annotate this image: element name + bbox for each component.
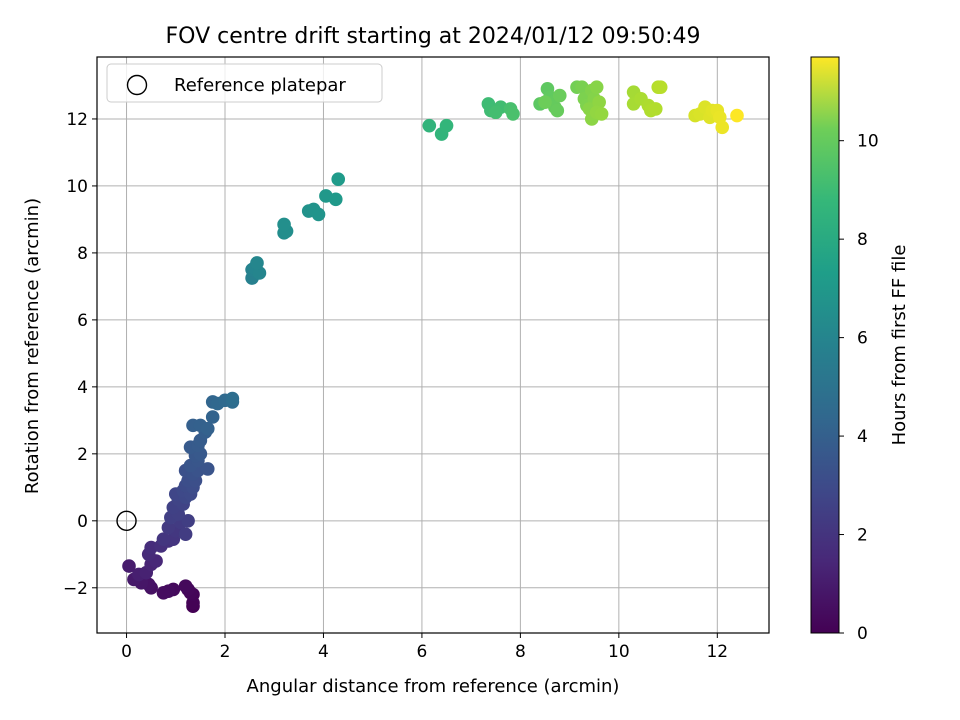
y-tick-label: 2 bbox=[77, 445, 88, 465]
y-tick-label: 8 bbox=[77, 244, 88, 264]
data-point bbox=[250, 256, 264, 270]
data-point bbox=[488, 105, 503, 120]
data-point bbox=[178, 579, 193, 593]
data-point bbox=[200, 462, 215, 476]
data-point bbox=[439, 118, 454, 133]
y-axis-label: Rotation from reference (arcmin) bbox=[22, 198, 43, 494]
colorbar-tick-label: 6 bbox=[857, 329, 868, 349]
data-point bbox=[225, 391, 240, 406]
data-point bbox=[328, 192, 343, 207]
data-point bbox=[594, 107, 609, 121]
data-points bbox=[116, 80, 744, 614]
x-tick-label: 10 bbox=[608, 642, 630, 662]
x-tick-label: 2 bbox=[220, 642, 231, 662]
colorbar-label: Hours from first FF file bbox=[889, 245, 910, 446]
x-tick-label: 8 bbox=[515, 642, 526, 662]
colorbar-tick-label: 0 bbox=[857, 624, 868, 644]
data-point bbox=[277, 217, 291, 232]
colorbar-tick-label: 10 bbox=[857, 132, 879, 152]
data-point bbox=[205, 410, 220, 424]
y-tick-label: 6 bbox=[77, 311, 88, 331]
data-point bbox=[552, 88, 567, 103]
data-point bbox=[156, 586, 171, 600]
data-point bbox=[422, 118, 437, 133]
colorbar-tick-label: 2 bbox=[857, 526, 868, 546]
colorbar-tick-label: 8 bbox=[857, 230, 868, 250]
data-point bbox=[538, 95, 552, 110]
chart-title: FOV centre drift starting at 2024/01/12 … bbox=[166, 24, 701, 49]
data-point bbox=[506, 107, 520, 121]
data-point bbox=[730, 108, 744, 123]
data-point bbox=[200, 421, 215, 436]
data-point bbox=[589, 80, 604, 94]
data-point bbox=[311, 207, 326, 222]
y-tick-label: 0 bbox=[77, 512, 88, 532]
y-tick-label: 10 bbox=[66, 177, 88, 197]
x-tick-label: 4 bbox=[318, 642, 329, 662]
data-point bbox=[653, 80, 668, 94]
legend: Reference platepar bbox=[106, 63, 383, 103]
x-tick-label: 6 bbox=[417, 642, 428, 662]
grid-lines bbox=[97, 57, 769, 633]
x-tick-label: 0 bbox=[121, 642, 132, 662]
x-tick-label: 12 bbox=[706, 642, 728, 662]
colorbar-ticks: 0 2 4 6 8 10 bbox=[839, 132, 879, 644]
data-point bbox=[550, 103, 565, 118]
data-point bbox=[715, 120, 730, 135]
data-point bbox=[178, 527, 193, 542]
y-tick-label: −2 bbox=[63, 579, 88, 599]
axis-ticks: 0 2 4 6 8 10 12 −2 0 2 4 6 8 10 12 bbox=[63, 110, 728, 662]
legend-entry-reference: Reference platepar bbox=[174, 75, 346, 96]
plot-frame bbox=[96, 56, 770, 634]
reference-platepar-marker bbox=[116, 510, 137, 532]
x-axis-label: Angular distance from reference (arcmin) bbox=[247, 676, 620, 697]
data-point bbox=[156, 532, 171, 547]
colorbar-tick-label: 4 bbox=[857, 427, 868, 447]
data-point bbox=[181, 514, 195, 528]
y-tick-label: 4 bbox=[77, 378, 88, 398]
data-point bbox=[648, 102, 663, 116]
data-point bbox=[331, 172, 346, 187]
data-point bbox=[122, 559, 136, 573]
legend-marker-reference bbox=[126, 74, 148, 96]
legend-box bbox=[106, 63, 383, 103]
colorbar bbox=[810, 56, 840, 634]
y-tick-label: 12 bbox=[66, 110, 88, 130]
